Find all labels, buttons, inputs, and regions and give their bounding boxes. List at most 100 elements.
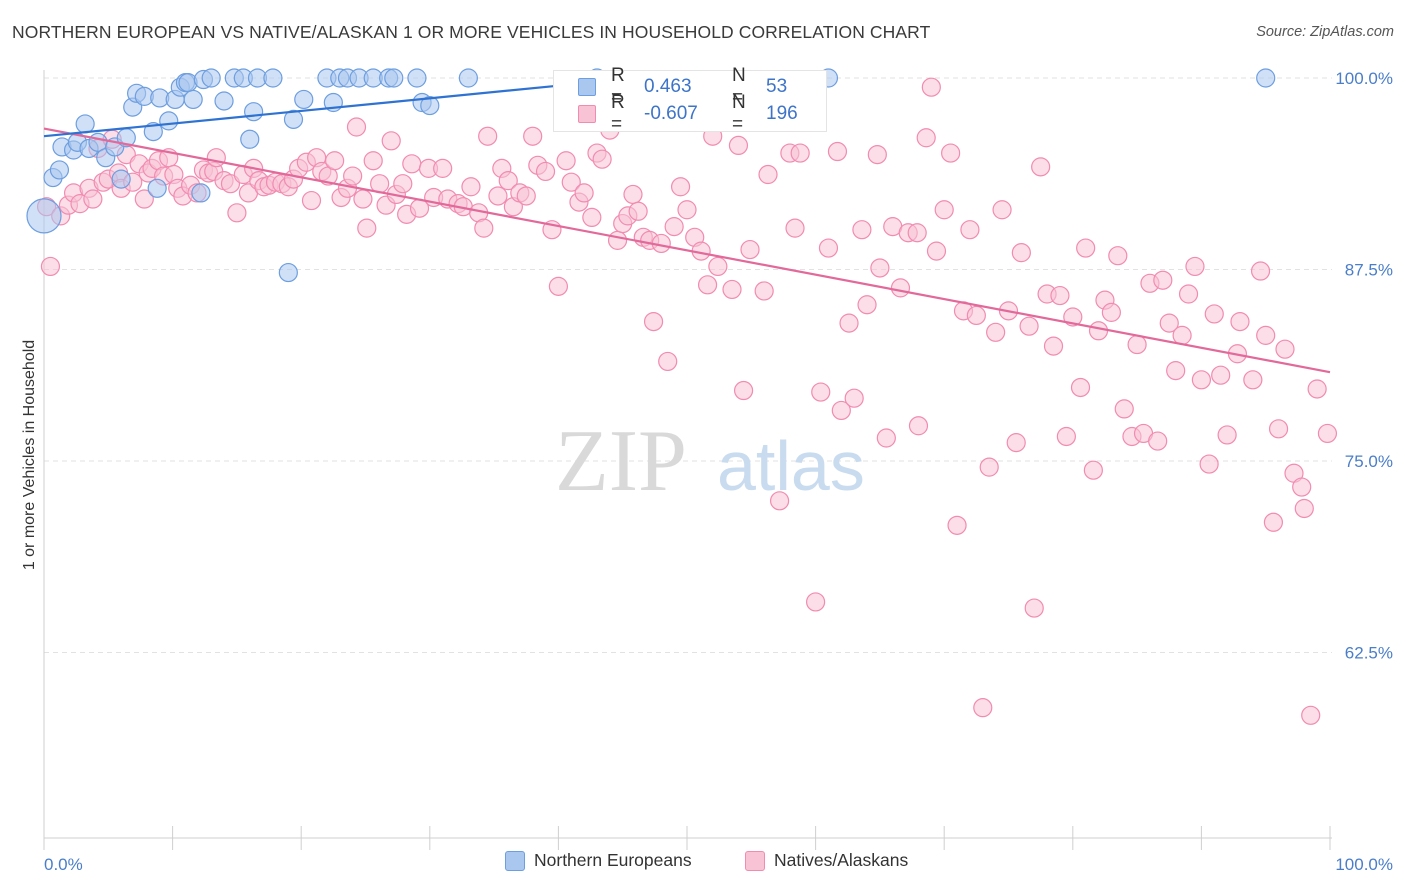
data-point[interactable]: [111, 169, 131, 189]
data-point[interactable]: [516, 186, 536, 206]
data-point[interactable]: [240, 129, 260, 149]
data-point[interactable]: [278, 262, 298, 283]
data-point[interactable]: [263, 68, 283, 88]
data-point[interactable]: [1243, 370, 1263, 390]
legend-item-natives-alaskans[interactable]: Natives/Alaskans: [745, 850, 908, 871]
data-point[interactable]: [916, 128, 936, 148]
data-point[interactable]: [201, 68, 221, 88]
data-point[interactable]: [1263, 512, 1284, 532]
data-point[interactable]: [214, 91, 234, 111]
data-point[interactable]: [992, 200, 1012, 220]
data-point[interactable]: [1043, 336, 1064, 356]
data-point[interactable]: [728, 135, 749, 156]
data-point[interactable]: [363, 151, 383, 171]
data-point[interactable]: [83, 189, 103, 209]
data-point[interactable]: [357, 218, 377, 238]
data-point[interactable]: [420, 95, 440, 116]
data-point[interactable]: [754, 281, 774, 301]
legend-item-northern-europeans[interactable]: Northern Europeans: [505, 850, 692, 871]
data-point[interactable]: [478, 126, 498, 146]
data-point[interactable]: [670, 177, 691, 197]
data-point[interactable]: [658, 351, 678, 372]
data-point[interactable]: [1031, 157, 1051, 177]
data-point[interactable]: [708, 256, 728, 277]
data-point[interactable]: [740, 239, 760, 260]
data-point[interactable]: [623, 184, 643, 205]
data-point[interactable]: [1172, 325, 1192, 345]
data-point[interactable]: [1275, 339, 1295, 359]
data-point[interactable]: [1191, 370, 1212, 390]
data-point[interactable]: [1250, 261, 1271, 281]
data-point[interactable]: [402, 154, 422, 174]
data-point[interactable]: [986, 322, 1006, 342]
data-point[interactable]: [159, 111, 179, 131]
data-point[interactable]: [1088, 321, 1109, 341]
data-point[interactable]: [870, 258, 890, 278]
data-point[interactable]: [839, 313, 859, 333]
data-point[interactable]: [301, 190, 322, 211]
data-point[interactable]: [926, 241, 947, 261]
data-point[interactable]: [907, 223, 927, 243]
data-point[interactable]: [353, 189, 373, 209]
data-point[interactable]: [697, 275, 718, 295]
data-point[interactable]: [790, 143, 810, 163]
data-point[interactable]: [393, 174, 413, 194]
data-point[interactable]: [49, 160, 70, 180]
data-point[interactable]: [979, 457, 999, 477]
data-point[interactable]: [1268, 419, 1289, 439]
data-point[interactable]: [381, 131, 401, 151]
data-point[interactable]: [1024, 598, 1044, 618]
data-point[interactable]: [283, 109, 304, 129]
data-point[interactable]: [1006, 433, 1026, 453]
data-point[interactable]: [561, 172, 581, 192]
data-point[interactable]: [407, 68, 427, 88]
data-point[interactable]: [908, 416, 929, 436]
data-point[interactable]: [1307, 379, 1327, 399]
data-point[interactable]: [384, 68, 404, 88]
data-point[interactable]: [1185, 256, 1205, 277]
data-point[interactable]: [607, 230, 628, 250]
data-point[interactable]: [461, 177, 481, 197]
data-point[interactable]: [183, 89, 203, 110]
data-point[interactable]: [1256, 325, 1276, 345]
data-point[interactable]: [1070, 377, 1091, 398]
data-point[interactable]: [26, 198, 62, 234]
data-point[interactable]: [458, 68, 478, 88]
data-point[interactable]: [1217, 425, 1237, 445]
data-point[interactable]: [535, 161, 556, 182]
data-point[interactable]: [582, 207, 602, 228]
data-point[interactable]: [1101, 302, 1121, 322]
data-point[interactable]: [941, 143, 961, 163]
data-point[interactable]: [785, 218, 805, 238]
data-point[interactable]: [143, 122, 163, 142]
data-point[interactable]: [960, 220, 980, 240]
data-point[interactable]: [1108, 246, 1128, 266]
data-point[interactable]: [934, 200, 954, 220]
data-point[interactable]: [1166, 361, 1186, 381]
data-point[interactable]: [805, 592, 826, 612]
data-point[interactable]: [592, 149, 612, 169]
data-point[interactable]: [769, 491, 790, 511]
data-point[interactable]: [1256, 68, 1276, 88]
data-point[interactable]: [1211, 365, 1231, 385]
data-point[interactable]: [343, 166, 363, 186]
data-point[interactable]: [1050, 285, 1070, 306]
data-point[interactable]: [498, 171, 518, 191]
data-point[interactable]: [1230, 311, 1250, 332]
data-point[interactable]: [574, 183, 594, 203]
data-point[interactable]: [844, 388, 864, 408]
data-point[interactable]: [831, 400, 851, 421]
data-point[interactable]: [1148, 431, 1168, 451]
data-point[interactable]: [1019, 316, 1039, 336]
data-point[interactable]: [876, 428, 896, 448]
data-point[interactable]: [733, 380, 754, 401]
data-point[interactable]: [1294, 498, 1314, 519]
data-point[interactable]: [973, 698, 993, 718]
data-point[interactable]: [867, 145, 887, 165]
data-point[interactable]: [758, 164, 778, 185]
data-point[interactable]: [1204, 304, 1224, 324]
data-point[interactable]: [134, 189, 154, 209]
data-point[interactable]: [178, 72, 198, 93]
data-point[interactable]: [1114, 399, 1134, 419]
data-point[interactable]: [1083, 460, 1103, 480]
